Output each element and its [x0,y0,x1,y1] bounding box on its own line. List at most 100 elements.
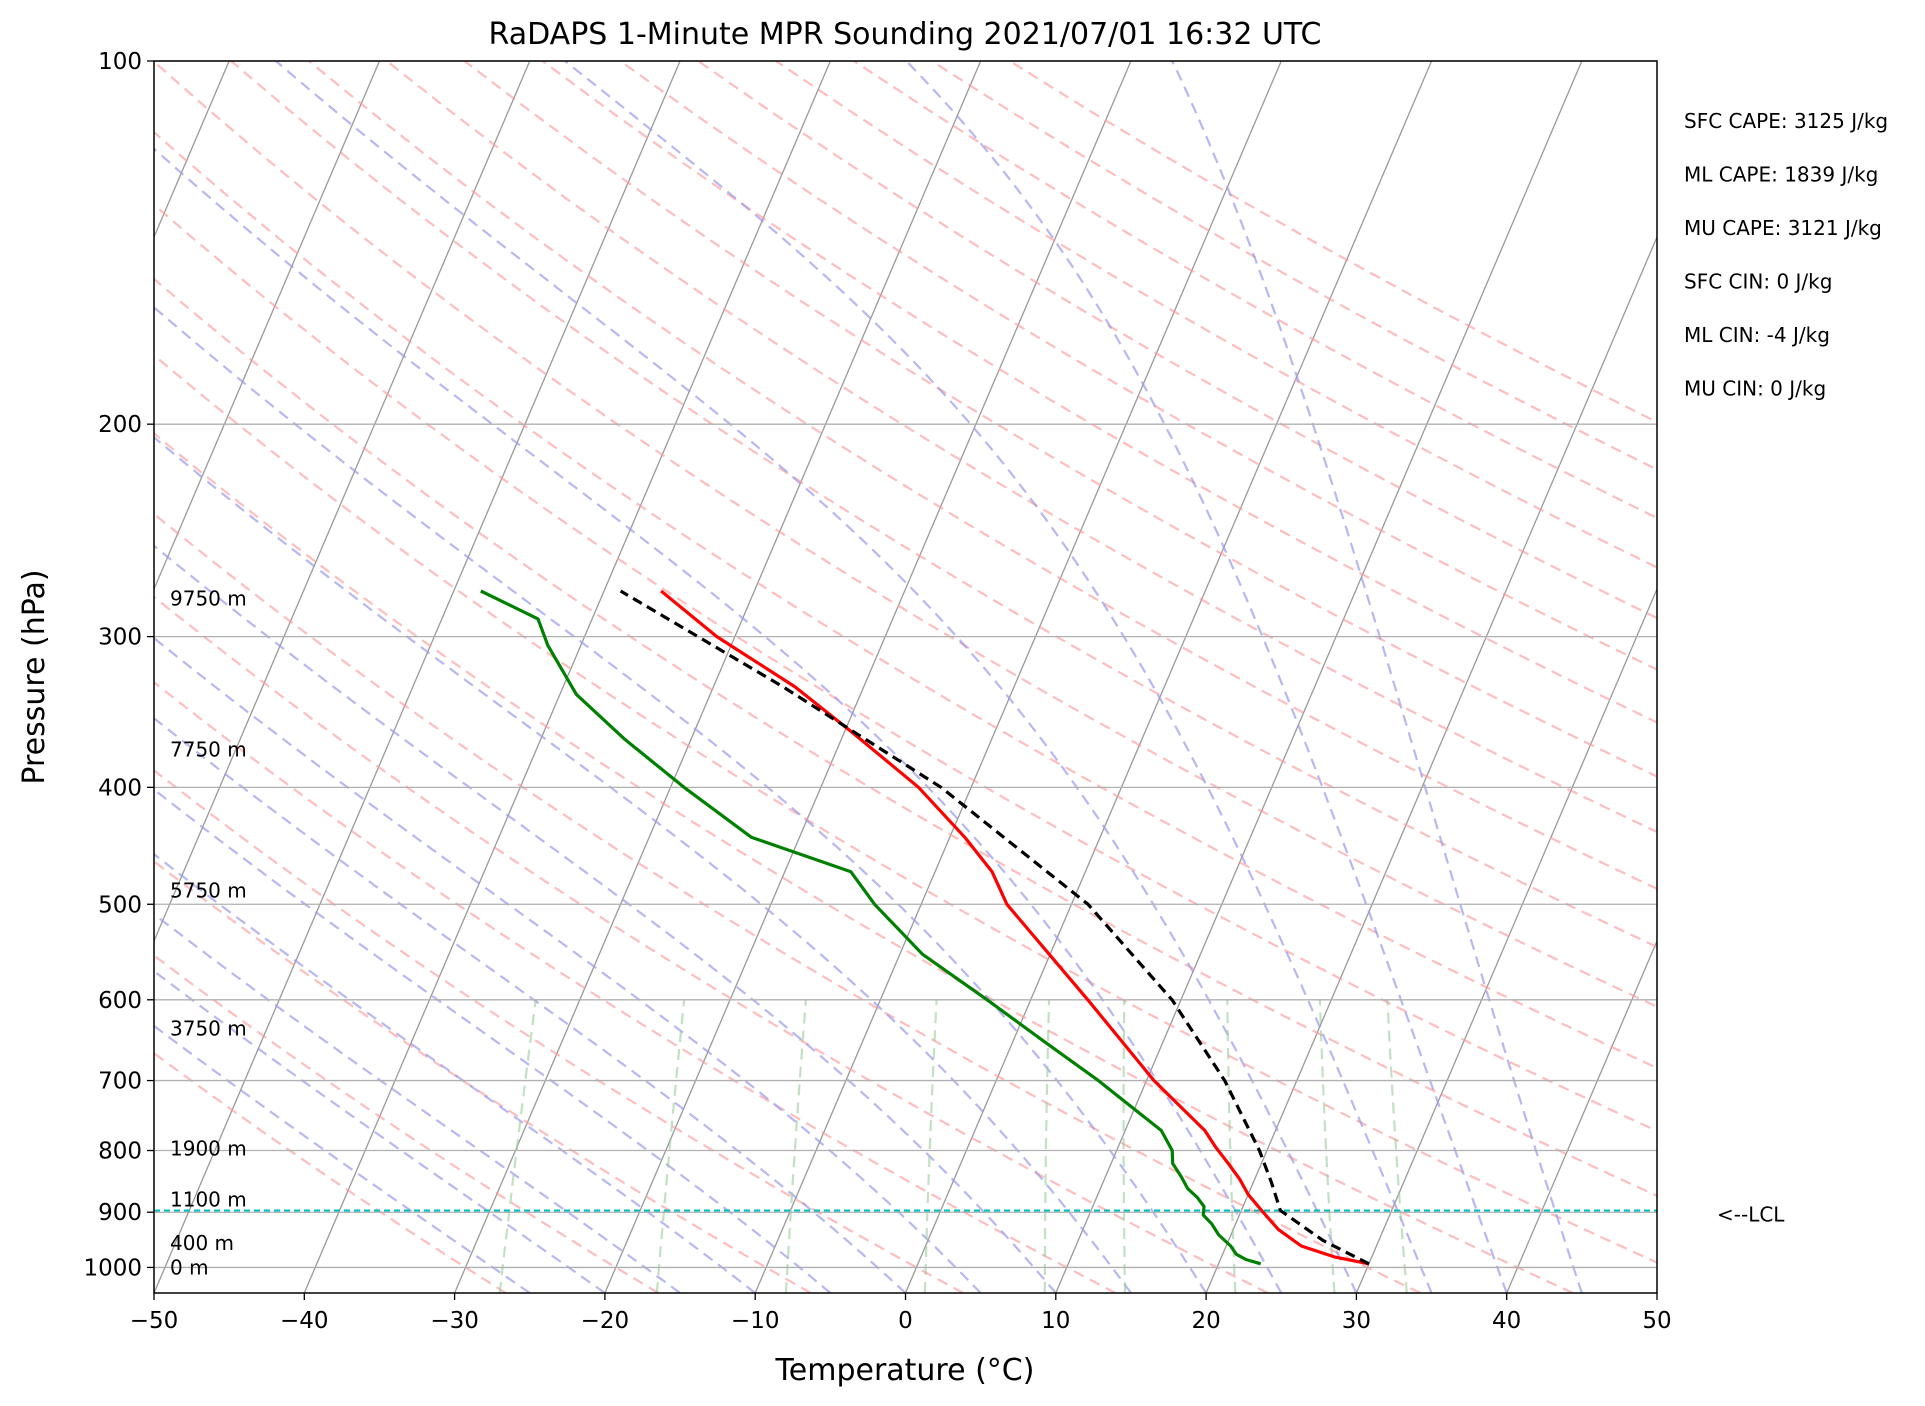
x-tick-label: −50 [130,1308,179,1334]
isotherm-line [604,61,1132,1293]
mixing-ratio-line [923,999,938,1293]
moist-adiabat-line [905,61,1508,1293]
y-tick-label: 500 [98,892,142,918]
mixing-ratio-line [1043,999,1051,1293]
moist-adiabat-line [154,969,606,1293]
mixing-ratio-line [1122,999,1127,1293]
isotherm-line [1807,61,1925,1293]
y-tick-label: 800 [98,1139,142,1165]
x-tick-label: −10 [731,1308,780,1334]
height-label: 400 m [170,1231,234,1255]
mixing-ratio-line [1386,999,1408,1293]
stability-index-label: SFC CAPE: 3125 J/kg [1684,109,1888,133]
moist-adiabat-line [154,544,1057,1293]
stability-index-label: MU CAPE: 3121 J/kg [1684,216,1882,240]
stability-index-label: MU CIN: 0 J/kg [1684,377,1826,401]
dry-adiabat-line [154,61,1657,1008]
background-lines [154,61,1925,1293]
y-tick-label: 400 [98,775,142,801]
height-label: 5750 m [170,878,247,902]
x-tick-label: −40 [280,1308,329,1334]
dry-adiabat-line [154,1051,507,1293]
dry-adiabat-line [154,595,1269,1293]
dry-adiabat-line [154,512,1421,1293]
moist-adiabat-line [1171,61,1583,1293]
dry-adiabat-line [386,61,1657,834]
dry-adiabat-line [154,769,964,1293]
stability-index-label: SFC CIN: 0 J/kg [1684,270,1832,294]
moist-adiabat-line [154,1024,531,1293]
y-tick-label: 700 [98,1069,142,1095]
height-label: 7750 m [170,737,247,761]
dry-adiabat-line [775,61,1657,569]
height-label: 1900 m [170,1137,247,1161]
isotherm-line [1055,61,1583,1293]
x-tick-label: 10 [1041,1308,1070,1334]
stability-index-label: ML CIN: -4 J/kg [1684,323,1830,347]
height-label: 0 m [170,1255,209,1279]
isotherm-line [154,61,681,1293]
isotherm-line [904,61,1433,1293]
sounding-traces [154,589,1657,1266]
isotherm-line [1656,1291,1657,1293]
x-tick-label: −20 [581,1308,630,1334]
dry-adiabat-line [697,61,1657,620]
dry-adiabat-line [154,130,1657,1070]
parcel-trace [619,589,1370,1266]
x-tick-label: −30 [430,1308,479,1334]
x-tick-label: 40 [1492,1308,1521,1334]
plot-frame [153,60,1658,1294]
height-label: 9750 m [170,587,247,611]
dry-adiabat-line [853,61,1657,520]
isotherm-line [1506,939,1657,1293]
y-tick-label: 900 [98,1200,142,1226]
moist-adiabat-line [154,788,832,1293]
mixing-ratio-line [498,999,537,1293]
x-tick-label: 0 [898,1308,913,1334]
moist-adiabat-line [154,636,982,1293]
isotherm-line [154,61,531,943]
y-tick-label: 1000 [83,1255,142,1281]
dry-adiabat-line [154,954,659,1293]
y-tick-label: 200 [98,412,142,438]
isotherm-line [1355,587,1657,1293]
x-tick-label: 20 [1191,1308,1220,1334]
moist-adiabat-line [154,147,1283,1293]
moist-adiabat-line [154,435,1132,1293]
dry-adiabat-line [154,353,1657,1264]
dry-adiabat-line [154,432,1574,1293]
dewpoint-trace [480,589,1262,1266]
dry-adiabat-line [541,61,1657,724]
dry-adiabat-line [154,203,1657,1133]
mixing-ratio-line [655,999,686,1293]
x-tick-label: 50 [1642,1308,1671,1334]
moist-adiabat-line [564,61,1433,1293]
moist-adiabat-line [154,716,907,1293]
height-label: 1100 m [170,1187,247,1211]
stability-index-label: ML CAPE: 1839 J/kg [1684,163,1878,187]
y-tick-label: 300 [98,625,142,651]
temperature-trace [660,589,1370,1266]
x-axis-label: Temperature (°C) [775,1353,1035,1388]
mixing-ratio-line [784,999,807,1293]
mixing-ratio-line [1318,999,1336,1293]
moist-adiabat-line [275,61,1358,1293]
moist-adiabat-line [154,305,1208,1293]
dry-adiabat-line [154,680,1117,1293]
y-axis-label: Pressure (hPa) [17,569,52,784]
height-label: 3750 m [170,1017,247,1041]
x-tick-label: 30 [1342,1308,1371,1334]
isotherm-line [754,61,1282,1293]
dry-adiabat-line [154,277,1657,1198]
lcl-label: <--LCL [1717,1202,1785,1226]
dry-adiabat-line [931,61,1657,471]
dry-adiabat-line [154,860,812,1293]
y-tick-label: 100 [98,49,142,75]
moist-adiabat-line [154,912,681,1293]
isotherm-line [1205,235,1657,1293]
dry-adiabat-line [619,61,1657,671]
dry-adiabat-line [230,61,1657,949]
